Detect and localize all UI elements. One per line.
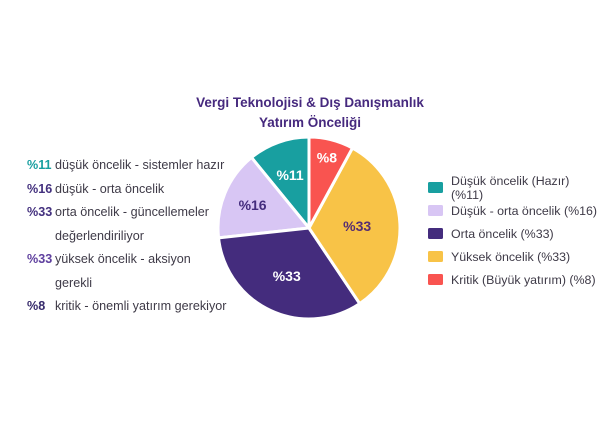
legend-item-kritik[interactable]: Kritik (Büyük yatırım) (%8) <box>428 268 600 291</box>
annotation-row: %8 kritik - önemli yatırım gerekiyor <box>27 295 227 319</box>
legend-label: Yüksek öncelik (%33) <box>451 249 571 264</box>
annotation-pct: %8 <box>27 299 46 313</box>
legend-label: Orta öncelik (%33) <box>451 226 554 241</box>
legend-item-dusuk-oncelik-hazir[interactable]: Düşük öncelik (Hazır) (%11) <box>428 173 600 202</box>
legend-label: Kritik (Büyük yatırım) (%8) <box>451 272 596 287</box>
legend: Düşük öncelik (Hazır) (%11) Düşük - orta… <box>428 173 600 291</box>
chart-title-line1: Vergi Teknolojisi & Dış Danışmanlık <box>196 95 424 110</box>
pie-slice-4[interactable] <box>307 135 354 230</box>
legend-label: Düşük - orta öncelik (%16) <box>451 203 597 218</box>
annotation-row: %33 orta öncelik - güncellemeler değerle… <box>27 201 227 248</box>
annotation-text: düşük - orta öncelik <box>55 181 165 196</box>
legend-label: Düşük öncelik (Hazır) (%11) <box>451 173 570 202</box>
legend-swatch <box>428 274 443 285</box>
pie-slice-label: %33 <box>343 218 371 234</box>
legend-item-dusuk-orta-oncelik[interactable]: Düşük - orta öncelik (%16) <box>428 199 600 222</box>
annotation-text: yüksek öncelik - aksiyon gerekli <box>55 252 191 290</box>
legend-swatch <box>428 205 443 216</box>
annotation-block: %11 düşük öncelik - sistemler hazır %16 … <box>27 154 227 319</box>
pie-slice-label: %11 <box>276 167 303 183</box>
pie-slice-label: %16 <box>239 197 267 213</box>
annotation-text: düşük öncelik - sistemler hazır <box>55 158 225 172</box>
annotation-pct: %33 <box>27 205 53 219</box>
annotation-text: değerlendiriliyor <box>55 228 144 243</box>
legend-swatch <box>428 228 443 239</box>
annotation-pct: %33 <box>27 252 53 266</box>
pie-slice-label: %8 <box>317 149 337 165</box>
annotation-row: %16 düşük - orta öncelik <box>27 178 227 202</box>
pie-slice-2[interactable] <box>217 226 362 321</box>
annotation-pct: %16 <box>27 181 53 196</box>
annotation-text: kritik - önemli yatırım gerekiyor <box>55 299 227 313</box>
pie-slice-1[interactable] <box>216 155 311 240</box>
legend-item-yuksek-oncelik[interactable]: Yüksek öncelik (%33) <box>428 245 600 268</box>
legend-swatch <box>428 182 443 193</box>
legend-item-orta-oncelik[interactable]: Orta öncelik (%33) <box>428 222 600 245</box>
pie-slice-label: %33 <box>273 268 301 284</box>
annotation-pct: %11 <box>27 158 52 172</box>
legend-swatch <box>428 251 443 262</box>
annotation-row: %33 yüksek öncelik - aksiyon gerekli <box>27 248 227 295</box>
chart-title-line2: Yatırım Önceliği <box>258 115 362 130</box>
chart-title: Vergi Teknolojisi & Dış Danışmanlık Yatı… <box>160 93 460 133</box>
annotation-row: %11 düşük öncelik - sistemler hazır <box>27 154 227 178</box>
annotation-text: orta öncelik - güncellemeler <box>55 205 209 219</box>
